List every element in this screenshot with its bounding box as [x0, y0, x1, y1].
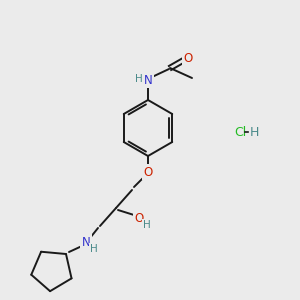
Text: N: N — [144, 74, 152, 86]
Text: H: H — [143, 220, 151, 230]
Text: H: H — [90, 244, 98, 254]
Text: Cl: Cl — [234, 125, 246, 139]
Text: H: H — [249, 125, 259, 139]
Text: N: N — [82, 236, 90, 248]
Text: H: H — [135, 74, 143, 84]
Text: O: O — [183, 52, 193, 65]
Text: O: O — [134, 212, 144, 226]
Text: O: O — [143, 166, 153, 178]
